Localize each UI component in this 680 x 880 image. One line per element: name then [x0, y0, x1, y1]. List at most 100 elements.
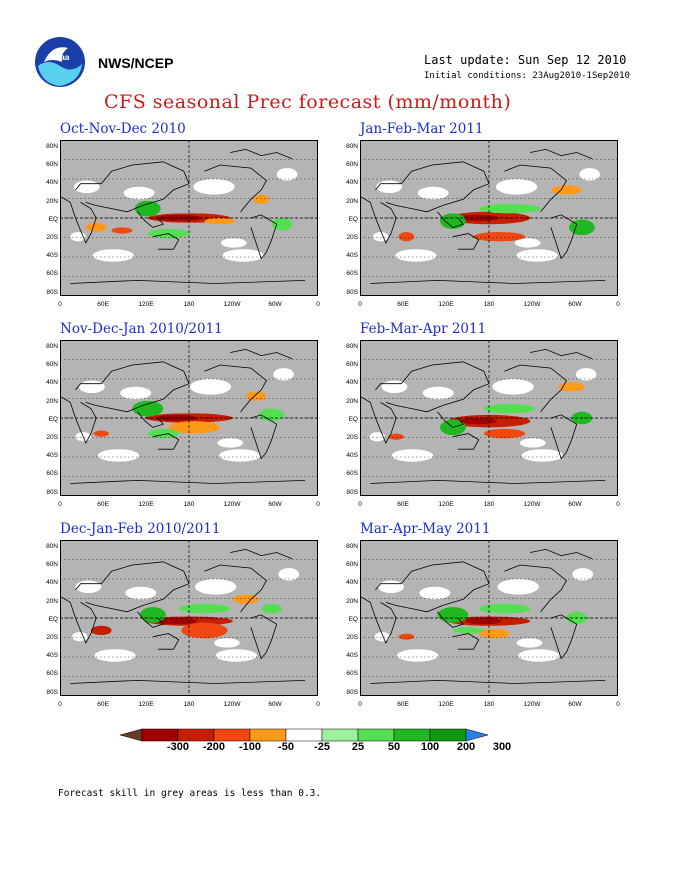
lon-label: 60W [268, 301, 282, 308]
lat-label: 80N [46, 543, 58, 550]
lon-label: 60E [97, 501, 109, 508]
lon-label: 0 [58, 701, 62, 708]
lat-label: 80S [46, 288, 58, 296]
panel-title-ndj: Nov-Dec-Jan 2010/2011 [60, 321, 223, 337]
panel-title-ond: Oct-Nov-Dec 2010 [60, 121, 186, 137]
lat-label: 40N [346, 379, 358, 387]
lon-label: 0 [316, 501, 320, 508]
lat-label: 40S [346, 652, 358, 660]
colorbar-segment [141, 728, 179, 742]
colorbar-segment [177, 728, 215, 742]
lat-label: EQ [348, 615, 358, 623]
lat-label: 40S [346, 452, 358, 460]
forecast-map-ond [60, 140, 318, 296]
lon-label: 60E [97, 301, 109, 308]
colorbar-label: 50 [387, 741, 401, 753]
lat-label: 60N [46, 561, 58, 569]
forecast-map-djf [60, 540, 318, 696]
forecast-map-fma [360, 340, 618, 496]
lat-label: 40N [46, 579, 58, 587]
colorbar-segment [429, 728, 467, 742]
lat-label: 40N [346, 179, 358, 187]
lon-label: 60E [397, 701, 409, 708]
lat-label: 80N [346, 143, 358, 150]
colorbar-segment [393, 728, 431, 742]
lat-label: 40S [46, 452, 58, 460]
panel-title-djf: Dec-Jan-Feb 2010/2011 [60, 521, 221, 537]
lat-label: EQ [48, 615, 58, 623]
lon-label: 0 [358, 701, 362, 708]
lon-label: 60W [568, 701, 582, 708]
lat-label: 80S [346, 288, 358, 296]
panel-title-jfm: Jan-Feb-Mar 2011 [360, 121, 484, 137]
panel-title-fma: Feb-Mar-Apr 2011 [360, 321, 487, 337]
lat-label: 60N [346, 161, 358, 169]
colorbar-label: -25 [314, 741, 330, 753]
colorbar-segment [285, 728, 323, 742]
lat-label: 80S [46, 488, 58, 496]
lat-label: 80N [346, 543, 358, 550]
lat-label: EQ [348, 415, 358, 423]
lon-label: 0 [58, 301, 62, 308]
lat-label: 80S [346, 688, 358, 696]
lon-label: 0 [616, 301, 620, 308]
lat-label: 20S [46, 634, 58, 641]
lat-label: 20N [346, 597, 358, 605]
lon-label: 120W [223, 701, 241, 708]
lat-label: 20N [346, 397, 358, 405]
lat-label: 80S [346, 488, 358, 496]
lat-label: 60N [346, 361, 358, 369]
org-label: NWS/NCEP [98, 55, 174, 71]
colorbar-label: 100 [420, 741, 440, 753]
lon-label: 120W [523, 301, 541, 308]
colorbar-segment [321, 728, 359, 742]
svg-text:noaa: noaa [51, 53, 70, 62]
lat-label: 40S [46, 652, 58, 660]
lat-label: 20S [346, 434, 358, 441]
lon-label: 180 [483, 301, 495, 308]
colorbar-label: 25 [351, 741, 365, 753]
lat-label: 80N [46, 343, 58, 350]
lon-label: 0 [358, 501, 362, 508]
noaa-logo: noaa [34, 36, 86, 88]
page-title: CFS seasonal Prec forecast (mm/month) [104, 91, 512, 113]
forecast-map-jfm [360, 140, 618, 296]
colorbar-segment [249, 728, 287, 742]
lon-label: 0 [316, 301, 320, 308]
colorbar-label: -300 [166, 741, 190, 753]
last-update: Last update: Sun Sep 12 2010 [424, 53, 627, 67]
lat-label: 80S [46, 688, 58, 696]
colorbar-segment [357, 728, 395, 742]
lon-label: 0 [358, 301, 362, 308]
lat-label: 20S [346, 634, 358, 641]
forecast-map-ndj [60, 340, 318, 496]
lat-label: 60S [346, 670, 358, 678]
lon-label: 120W [223, 501, 241, 508]
lon-label: 0 [316, 701, 320, 708]
lat-label: EQ [348, 215, 358, 223]
lat-label: 40S [346, 252, 358, 260]
lat-label: 20S [46, 234, 58, 241]
colorbar-label: -50 [278, 741, 294, 753]
lat-label: 60S [46, 670, 58, 678]
footer-note: Forecast skill in grey areas is less tha… [58, 788, 322, 799]
lat-label: 40N [46, 179, 58, 187]
lat-label: 60S [46, 270, 58, 278]
colorbar [119, 727, 560, 746]
lon-label: 60W [568, 501, 582, 508]
lon-label: 180 [483, 701, 495, 708]
lon-label: 60W [268, 501, 282, 508]
lat-label: 60N [346, 561, 358, 569]
initial-conditions: Initial conditions: 23Aug2010-1Sep2010 [424, 71, 630, 81]
forecast-map-mam [360, 540, 618, 696]
lon-label: 120E [138, 501, 154, 508]
colorbar-label: 300 [492, 741, 512, 753]
colorbar-arrow-low [119, 728, 143, 742]
lat-label: 20N [46, 197, 58, 205]
lon-label: 0 [58, 501, 62, 508]
lat-label: 80N [346, 343, 358, 350]
lat-label: EQ [48, 215, 58, 223]
lon-label: 180 [183, 301, 195, 308]
lon-label: 120W [223, 301, 241, 308]
lat-label: 60S [346, 470, 358, 478]
